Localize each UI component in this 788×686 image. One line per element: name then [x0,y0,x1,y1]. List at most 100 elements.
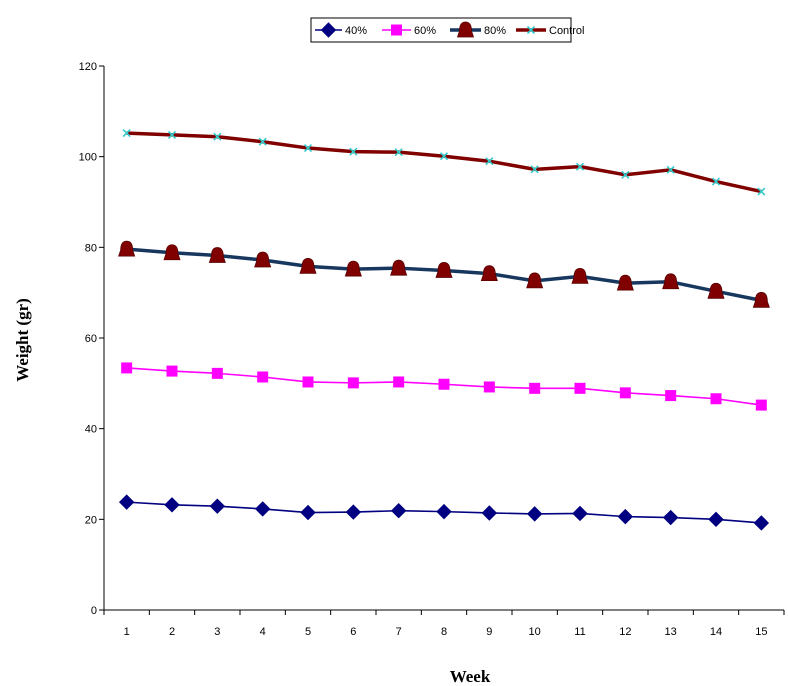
x-tick-label: 15 [755,626,767,638]
legend-marker-control-stroke [526,25,536,35]
data-point-control-stroke [666,165,675,174]
x-tick-label: 3 [214,626,220,638]
data-point-40 [617,508,634,525]
x-tick-label: 1 [124,626,130,638]
data-point-80 [480,265,498,282]
data-point-60 [710,393,722,405]
data-point-60 [211,367,223,379]
data-point-60 [257,371,269,383]
data-point-control [530,165,539,174]
data-point-control [485,157,494,166]
data-point-40 [662,509,679,526]
data-point-control-stroke [439,152,449,161]
data-point-control [439,152,449,161]
data-point-control-stroke [757,187,766,196]
data-point-control-stroke [167,130,177,139]
data-point-40 [209,498,226,514]
y-tick-label: 20 [85,514,97,526]
data-point-40 [118,494,135,510]
x-tick-label: 2 [169,626,175,638]
data-point-control-stroke [394,148,403,157]
data-point-40 [481,505,498,521]
data-point-60 [574,382,586,394]
y-axis-title: Weight (gr) [13,298,32,382]
x-axis-title: Week [450,667,491,686]
data-point-40 [390,503,407,519]
data-point-control [167,130,177,139]
data-point-60 [438,378,450,390]
data-point-60 [665,390,677,402]
data-point-control-stroke [349,147,358,156]
x-tick-label: 6 [350,626,356,638]
series-40 [118,494,770,531]
data-point-control [349,147,358,156]
data-point-control-stroke [258,137,267,146]
data-point-60 [529,382,541,394]
legend-label-80: 80% [484,25,506,37]
data-point-80 [526,272,544,289]
y-tick-label: 100 [79,152,97,164]
data-point-control [213,132,222,141]
data-point-80 [752,291,770,308]
data-point-80 [616,274,634,291]
data-point-60 [483,381,495,393]
y-tick-label: 80 [85,242,97,254]
x-tick-label: 7 [396,626,402,638]
y-tick-label: 60 [85,333,97,345]
x-tick-label: 14 [710,626,722,638]
data-point-80 [254,251,272,268]
data-point-control-stroke [575,162,585,171]
data-point-60 [619,387,631,399]
data-point-40 [572,505,588,522]
legend-marker-control [526,25,536,35]
data-point-80 [344,260,362,277]
data-point-control-stroke [303,143,313,153]
data-point-60 [347,377,359,389]
x-tick-label: 5 [305,626,311,638]
data-point-80 [435,262,453,278]
plot-area [118,129,770,531]
series-control [122,129,766,196]
data-point-control [394,148,403,157]
data-point-control [258,137,267,146]
data-point-80 [163,244,181,261]
legend-label-control: Control [549,25,584,37]
x-tick-label: 8 [441,626,447,638]
data-point-control [621,170,630,179]
data-point-40 [708,511,724,528]
data-point-control [122,129,131,138]
data-point-control [711,177,721,186]
data-point-control [757,187,766,196]
legend: 40% 60% 80% Control [310,17,584,43]
legend-marker-60 [391,24,402,36]
data-point-control-stroke [213,132,222,141]
data-point-40 [436,503,452,520]
data-point-60 [121,362,133,374]
data-point-control-stroke [530,165,539,174]
x-tick-label: 10 [529,626,541,638]
data-point-40 [300,504,316,521]
data-point-40 [345,504,362,520]
data-point-40 [753,515,770,531]
x-tick-label: 4 [260,626,266,638]
series-60 [121,362,767,411]
data-point-40 [164,497,180,513]
x-tick-label: 11 [574,626,585,638]
legend-marker-80 [456,21,475,38]
data-point-60 [166,365,178,377]
data-point-control-stroke [621,170,630,179]
y-tick-label: 40 [85,424,97,436]
x-tick-label: 13 [665,626,677,638]
data-point-60 [755,399,767,411]
data-point-80 [390,259,408,276]
data-point-control [303,143,313,153]
data-point-60 [302,376,314,388]
data-point-40 [526,506,543,522]
y-tick-label: 120 [79,61,97,73]
legend-marker-40 [320,22,337,38]
data-point-80 [571,267,589,284]
data-point-40 [254,501,271,517]
